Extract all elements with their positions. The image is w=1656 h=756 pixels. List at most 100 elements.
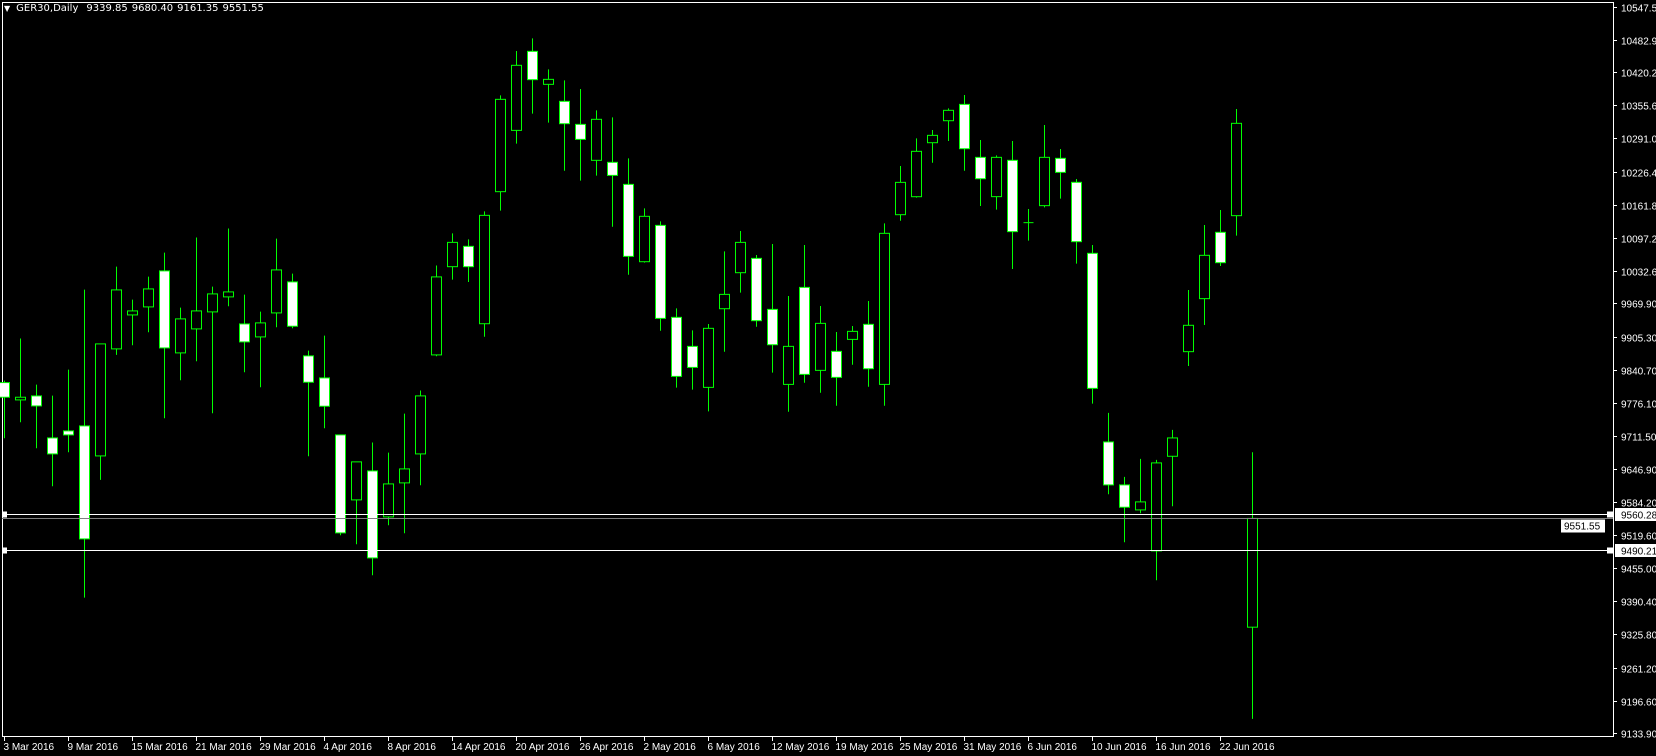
time-tick-label: 25 May 2016 [900,742,958,753]
candle [863,301,874,387]
candle-body-bearish [527,50,538,81]
candle [511,50,522,144]
candle-body-bearish [463,245,474,268]
candle-body-bearish [575,123,586,140]
candle [1199,225,1210,325]
candle [1087,244,1098,404]
candle-body-bullish [143,288,154,308]
candle-body-bullish [1183,324,1194,353]
candle-body-bullish [1151,462,1162,552]
price-tick-label: 9646.90 [1621,466,1656,477]
candle-body-bearish [799,286,810,375]
candle [719,251,730,352]
line-handle-right[interactable] [1607,511,1613,518]
candle [63,369,74,453]
candle-body-bearish [1215,231,1226,264]
candle [879,223,890,406]
time-tick-label: 15 Mar 2016 [132,742,189,753]
candle [1215,210,1226,267]
candle [751,255,762,327]
price-tick-label: 10226.40 [1621,169,1656,180]
candle-body-bullish [271,269,282,314]
time-tick-label: 8 Apr 2016 [388,742,437,753]
candle [1007,141,1018,269]
candle [639,208,650,263]
candle-body-bearish [1071,181,1082,243]
candle [15,338,26,423]
candle-body-bullish [783,345,794,385]
candle [271,238,282,328]
candle-body-bearish [239,323,250,343]
candle [1103,412,1114,495]
price-tick-label: 9390.40 [1621,598,1656,609]
candle-body-bullish [127,310,138,316]
candle [1183,290,1194,366]
candle-body-bearish [623,183,634,257]
candle-body-bullish [95,343,106,457]
candle [1055,148,1066,199]
candle [927,130,938,163]
candle [175,307,186,381]
candle [303,350,314,457]
candle [95,343,106,480]
time-tick-label: 16 Jun 2016 [1156,742,1211,753]
candle-body-bullish [399,468,410,484]
candle-body-bullish [1247,517,1258,628]
candle-body-bullish [815,322,826,371]
line-handle-right[interactable] [1607,547,1613,554]
triangle-down-icon[interactable]: ▼ [4,4,11,13]
candle-body-bullish [943,109,954,122]
candle [335,434,346,536]
line-handle-left[interactable] [2,511,7,518]
candle [223,228,234,307]
candle [975,140,986,207]
price-tick-label: 10161.80 [1621,202,1656,213]
candle-body-bearish [831,350,842,378]
candle [1151,459,1162,581]
time-tick-label: 29 Mar 2016 [260,742,317,753]
symbol-timeframe: GER30,Daily [16,3,79,14]
candle-body-bullish [639,215,650,263]
time-tick-label: 12 May 2016 [772,742,830,753]
candle-body-bearish [335,434,346,534]
candle-body-bullish [895,181,906,216]
candle-body-bullish [591,118,602,161]
candle-body-bearish [0,382,10,398]
line-handle-left[interactable] [2,547,7,554]
price-tick-label: 9840.70 [1621,367,1656,378]
price-tick-label: 9196.60 [1621,698,1656,709]
candle [383,452,394,526]
bid-price-label-box [1561,519,1605,533]
time-tick-label: 10 Jun 2016 [1092,742,1147,753]
candle-body-bullish [383,483,394,518]
candle [1135,458,1146,514]
candle-body-bullish [879,232,890,385]
candle-body-bullish [191,310,202,330]
candle-body-bullish [911,150,922,198]
candle-body-bearish [959,103,970,150]
candle [143,276,154,333]
time-tick-label: 4 Apr 2016 [324,742,373,753]
time-tick-label: 31 May 2016 [964,742,1022,753]
candle [191,237,202,362]
candle-body-bearish [31,395,42,407]
candle-body-bullish [991,156,1002,198]
candle-body-bullish [927,134,938,144]
candle-body-bullish [1135,501,1146,511]
candle-body-bearish [159,270,170,349]
candle-body-bullish [703,327,714,388]
candle-body-bullish [735,241,746,274]
candle [607,117,618,227]
candle-body-bearish [975,156,986,180]
candle-body-bearish [47,437,58,455]
candle [799,245,810,383]
price-line-label: 9560.28 [1621,511,1656,522]
candle [671,308,682,388]
price-tick-label: 10547.50 [1621,4,1656,15]
candle-body-bearish [319,377,330,407]
candle [351,461,362,545]
candle-body-bearish [287,281,298,327]
time-tick-label: 3 Mar 2016 [4,742,55,753]
price-tick-label: 10482.90 [1621,37,1656,48]
